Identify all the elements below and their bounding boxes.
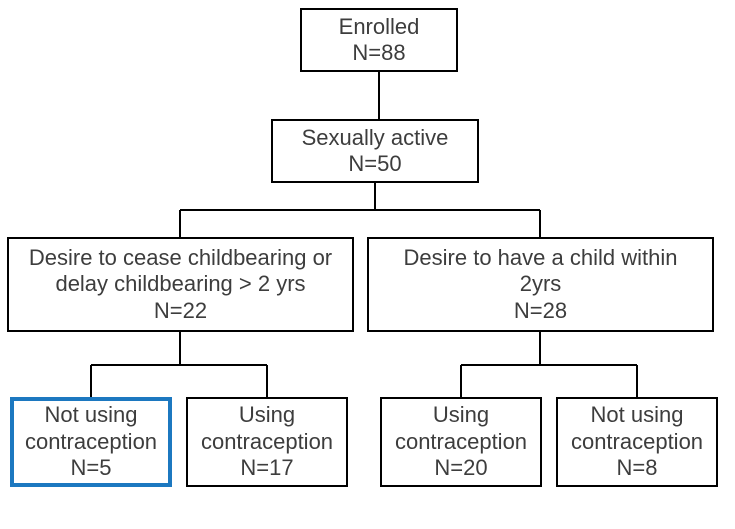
node-count: N=88 [352, 40, 405, 66]
node-enrolled: Enrolled N=88 [300, 8, 458, 72]
node-count: N=20 [434, 455, 487, 481]
node-count: N=8 [617, 455, 658, 481]
node-using-right: Using contraception N=20 [380, 397, 542, 487]
node-not-using-left: Not using contraception N=5 [10, 397, 172, 487]
node-label-line2: contraception [395, 429, 527, 455]
node-label-line2: contraception [571, 429, 703, 455]
node-label-line1: Desire to cease childbearing or [29, 245, 332, 271]
node-count: N=50 [348, 151, 401, 177]
node-count: N=22 [154, 298, 207, 324]
node-label: Enrolled [339, 14, 420, 40]
node-label: Sexually active [302, 125, 449, 151]
node-label-line2: delay childbearing > 2 yrs [55, 271, 305, 297]
node-count: N=28 [514, 298, 567, 324]
node-label-line2: contraception [25, 429, 157, 455]
node-desire-have: Desire to have a child within 2yrs N=28 [367, 237, 714, 332]
node-sexually-active: Sexually active N=50 [271, 119, 479, 183]
node-label-line1: Not using [45, 402, 138, 428]
node-count: N=17 [240, 455, 293, 481]
node-count: N=5 [71, 455, 112, 481]
node-desire-cease: Desire to cease childbearing or delay ch… [7, 237, 354, 332]
node-label-line1: Not using [591, 402, 684, 428]
node-using-left: Using contraception N=17 [186, 397, 348, 487]
node-label-line2: contraception [201, 429, 333, 455]
node-not-using-right: Not using contraception N=8 [556, 397, 718, 487]
node-label-line1: Using [239, 402, 295, 428]
node-label-line2: 2yrs [520, 271, 562, 297]
node-label-line1: Using [433, 402, 489, 428]
flowchart-canvas: Enrolled N=88 Sexually active N=50 Desir… [0, 0, 735, 529]
node-label-line1: Desire to have a child within [404, 245, 678, 271]
